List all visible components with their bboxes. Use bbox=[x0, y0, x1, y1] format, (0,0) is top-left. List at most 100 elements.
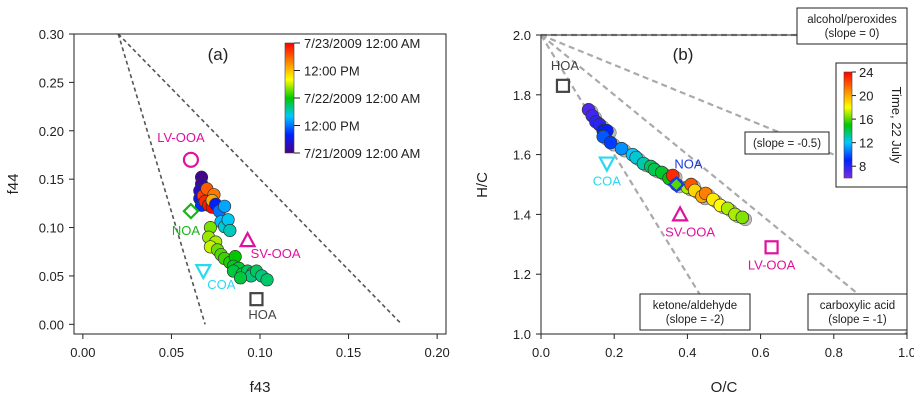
coa-marker bbox=[598, 156, 616, 173]
panel-b-xlabel: O/C bbox=[711, 379, 738, 396]
x-tick-label: 0.10 bbox=[247, 345, 272, 360]
line-label-title: alcohol/peroxides bbox=[807, 14, 897, 26]
coa-label: COA bbox=[593, 174, 622, 189]
x-tick-label: 0.15 bbox=[336, 345, 361, 360]
line-label-box-alcohol-peroxides: alcohol/peroxides (slope = 0) bbox=[796, 7, 908, 45]
coa-label: COA bbox=[207, 277, 236, 292]
noa-marker bbox=[667, 175, 685, 194]
colorbar-b-tick-label: 12 bbox=[859, 136, 873, 151]
y-tick-label: 0.20 bbox=[39, 124, 64, 139]
panel-a-axes: 0.00 0.05 0.10 0.15 0.20 0.00 0.05 0.10 0.15 0.20… bbox=[39, 27, 450, 360]
noa-marker bbox=[182, 202, 200, 220]
data-point bbox=[233, 271, 248, 285]
x-tick-label: 0.0 bbox=[532, 345, 550, 360]
line-label-title: carboxylic acid bbox=[820, 300, 895, 312]
colorbar-b-tick-label: 8 bbox=[859, 159, 866, 174]
sv-ooa-label: SV-OOA bbox=[251, 246, 301, 261]
panel-a-label: (a) bbox=[208, 45, 229, 64]
panel-b-label: (b) bbox=[673, 45, 694, 64]
coa-marker bbox=[194, 263, 213, 281]
line-label-slope: (slope = 0) bbox=[825, 28, 880, 40]
y-tick-label: 0.15 bbox=[39, 172, 64, 187]
colorbar-a-label: 12:00 PM bbox=[304, 64, 360, 79]
colorbar-a-bar bbox=[284, 42, 295, 154]
sv-ooa-label: SV-OOA bbox=[665, 224, 715, 239]
y-tick-label: 0.00 bbox=[39, 317, 64, 332]
hoa-marker bbox=[555, 78, 571, 93]
triangle-left-edge bbox=[117, 33, 206, 325]
data-point bbox=[614, 141, 629, 156]
colorbar-a-label: 7/21/2009 12:00 AM bbox=[304, 146, 420, 161]
panel-a-overlay bbox=[117, 33, 403, 325]
y-tick-label: 2.0 bbox=[513, 28, 531, 43]
panel-a-factors: LV-OOA NOA SV-OOA COA HOA bbox=[157, 130, 301, 322]
reference-line-slope--0-5 bbox=[540, 33, 908, 186]
y-tick-label: 1.2 bbox=[513, 267, 531, 282]
colorbar-b-tick-label: 24 bbox=[859, 65, 873, 80]
hoa-label: HOA bbox=[551, 58, 580, 73]
reference-line-slope--2 bbox=[540, 34, 725, 335]
line-label-box-ketone-aldehyde: ketone/aldehyde (slope = -2) bbox=[639, 293, 751, 331]
line-label-title: ketone/aldehyde bbox=[653, 300, 737, 312]
x-tick-label: 1.0 bbox=[898, 345, 914, 360]
y-tick-label: 1.0 bbox=[513, 327, 531, 342]
panel-b-line-labels: alcohol/peroxides (slope = 0) (slope = -0.… bbox=[639, 7, 908, 331]
panel-b-axes: 0.0 0.2 0.4 0.6 0.8 1.0 1.0 1.2 1.4 1.6 1.8 2.0 bbox=[513, 28, 914, 360]
colorbar-b-bar bbox=[843, 71, 853, 179]
x-tick-label: 0.4 bbox=[678, 345, 696, 360]
data-point bbox=[735, 210, 750, 225]
y-tick-label: 0.10 bbox=[39, 221, 64, 236]
panel-b-data bbox=[581, 102, 752, 227]
line-label-slope: (slope = -1) bbox=[828, 314, 887, 326]
reference-line-slope--1 bbox=[540, 34, 908, 335]
y-tick-label: 0.30 bbox=[39, 27, 64, 42]
y-tick-label: 0.25 bbox=[39, 75, 64, 90]
colorbar-b-tick-label: 20 bbox=[859, 89, 873, 104]
line-label-slope: (slope = -0.5) bbox=[753, 138, 821, 150]
line-label-box--slope-0-5-: (slope = -0.5) bbox=[744, 131, 830, 155]
y-tick-label: 1.8 bbox=[513, 88, 531, 103]
panel-b-ylabel: H/C bbox=[474, 172, 491, 198]
colorbar-a-label: 12:00 PM bbox=[304, 119, 360, 134]
triangle-right-edge bbox=[117, 33, 403, 325]
line-label-frame bbox=[639, 293, 751, 331]
hoa-marker bbox=[249, 292, 264, 307]
data-point bbox=[218, 199, 232, 213]
y-tick-label: 1.6 bbox=[513, 148, 531, 163]
colorbar-a-label: 7/23/2009 12:00 AM bbox=[304, 36, 420, 51]
panel-a-colorbar: 7/23/2009 12:00 AM 12:00 PM 7/22/2009 12:0… bbox=[284, 36, 420, 161]
x-tick-label: 0.05 bbox=[159, 345, 184, 360]
lv-ooa-label: LV-OOA bbox=[748, 257, 796, 272]
y-tick-label: 1.4 bbox=[513, 207, 531, 222]
panel-a-ylabel: f44 bbox=[5, 174, 22, 195]
y-tick-label: 0.05 bbox=[39, 269, 64, 284]
panel-a-data bbox=[193, 170, 274, 287]
line-label-frame bbox=[744, 131, 830, 155]
panel-b-colorbar: 24 20 16 12 8 Time, 22 July bbox=[835, 62, 908, 188]
colorbar-a-label: 7/22/2009 12:00 AM bbox=[304, 91, 420, 106]
lv-ooa-marker bbox=[764, 240, 779, 255]
data-point bbox=[603, 135, 618, 150]
panel-a-plot-frame bbox=[73, 33, 447, 335]
panel-a-xlabel: f43 bbox=[250, 379, 271, 396]
x-tick-label: 0.6 bbox=[752, 345, 770, 360]
colorbar-b-tick-label: 16 bbox=[859, 112, 873, 127]
lv-ooa-marker bbox=[182, 151, 200, 168]
lv-ooa-label: LV-OOA bbox=[157, 130, 205, 145]
panel-b-factors: HOA NOA COA SV-OOA LV-OOA bbox=[551, 58, 796, 272]
line-label-frame bbox=[796, 7, 908, 45]
sv-ooa-marker bbox=[238, 230, 257, 248]
x-tick-label: 0.20 bbox=[424, 345, 449, 360]
data-point bbox=[260, 273, 274, 287]
noa-label: NOA bbox=[674, 157, 703, 172]
x-tick-label: 0.00 bbox=[70, 345, 95, 360]
line-label-slope: (slope = -2) bbox=[666, 314, 725, 326]
panel-b: HOA NOA COA SV-OOA LV-OOA 0.0 0.2 0.4 0.6 0.8 1.0… bbox=[474, 7, 914, 396]
x-tick-label: 0.2 bbox=[605, 345, 623, 360]
colorbar-b-title: Time, 22 July bbox=[889, 87, 904, 164]
sv-ooa-marker bbox=[671, 205, 689, 222]
x-tick-label: 0.8 bbox=[825, 345, 843, 360]
noa-label: NOA bbox=[172, 223, 201, 238]
